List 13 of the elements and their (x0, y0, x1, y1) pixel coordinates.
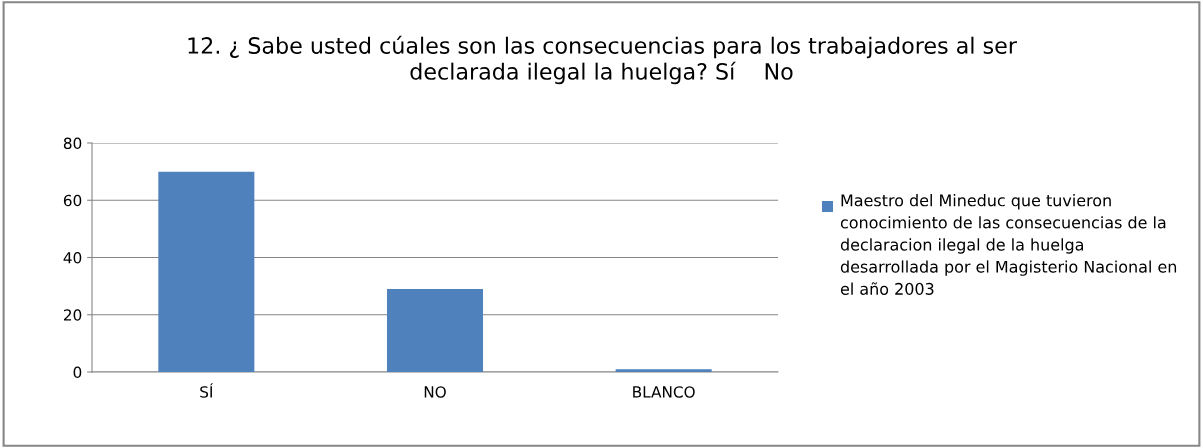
y-tick-label: 40 (63, 251, 82, 264)
x-tick-label: SÍ (200, 383, 213, 398)
y-tick-label: 20 (63, 309, 82, 321)
y-tick-label: 80 (63, 137, 82, 150)
bar (158, 171, 255, 372)
legend-label: Maestro del Mineduc que tuvieron conocimiento de las consecuencias de la declaracion ilegal de la huelga desarrollada por el Magisterio Nacional en el año 2003 (840, 194, 1177, 295)
y-tick-label: 60 (63, 194, 82, 207)
y-tick-label: 0 (73, 366, 82, 379)
x-tick-label: NO (424, 386, 446, 398)
bar (386, 288, 484, 372)
bar (615, 369, 712, 372)
x-tick-label: BLANCO (633, 386, 695, 398)
chart-title: 12. ¿ Sabe usted cúales son las consecuencias para los trabajadores al ser declarada ilegal la huelga? Sí No (188, 35, 1017, 85)
